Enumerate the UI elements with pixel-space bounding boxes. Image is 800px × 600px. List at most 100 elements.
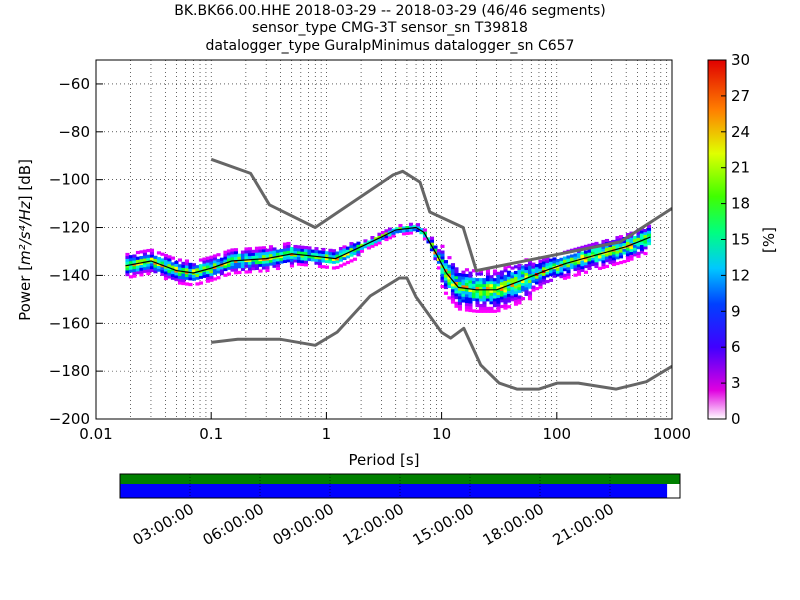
psd-cell: [513, 302, 519, 306]
psd-cell: [387, 233, 393, 237]
psd-cell: [464, 294, 470, 298]
psd-cell: [279, 260, 284, 264]
psd-cell: [356, 253, 361, 257]
psd-cell: [513, 293, 519, 298]
psd-cell: [559, 269, 564, 273]
psd-cell: [254, 263, 260, 268]
psd-cell: [345, 249, 351, 253]
psd-cell: [303, 246, 309, 250]
psd-cell: [216, 267, 221, 271]
psd-cell: [510, 289, 515, 293]
psd-cell: [443, 265, 449, 269]
psd-cell: [601, 239, 606, 244]
colorbar-ticks: 0 3 6 9 12 15 18 21 24 27 30: [721, 51, 750, 428]
psd-cell: [181, 273, 186, 277]
psd-cell: [223, 256, 228, 260]
psd-cell: [492, 278, 498, 282]
psd-cell: [587, 243, 592, 248]
psd-cell: [198, 267, 204, 271]
psd-cell: [352, 243, 358, 247]
psd-cell: [608, 255, 613, 259]
psd-cell: [475, 283, 480, 288]
psd-cell: [450, 288, 456, 293]
psd-cell: [163, 259, 169, 263]
psd-cell: [629, 245, 634, 250]
psd-cell: [573, 273, 578, 277]
psd-cell: [489, 298, 494, 302]
psd-cell: [464, 282, 470, 286]
psd-cell: [517, 295, 522, 299]
psd-cell: [506, 296, 512, 300]
colorbar-tick-label: 18: [731, 195, 750, 213]
psd-cell: [261, 260, 267, 264]
y-tick-label: −120: [49, 219, 90, 237]
psd-cell: [244, 250, 249, 254]
psd-cell: [552, 260, 557, 264]
psd-cell: [170, 270, 176, 275]
psd-cell: [517, 275, 522, 279]
colorbar-tick-label: 0: [731, 410, 741, 428]
psd-cell: [461, 270, 466, 274]
psd-cell: [135, 256, 141, 260]
psd-cell: [552, 257, 557, 261]
psd-cell: [503, 294, 508, 299]
psd-cell: [524, 289, 529, 294]
psd-cell: [440, 276, 445, 280]
psd-cell: [457, 307, 463, 311]
psd-cell: [601, 257, 606, 261]
psd-cell: [475, 272, 480, 276]
psd-cell: [219, 257, 225, 261]
psd-cell: [471, 292, 477, 296]
psd-cell: [513, 282, 519, 286]
psd-cell: [555, 259, 561, 263]
psd-cell: [583, 253, 589, 257]
psd-cell: [510, 286, 515, 290]
psd-cell: [531, 276, 536, 281]
psd-cell: [499, 273, 505, 277]
psd-cell: [132, 265, 137, 270]
psd-cell: [184, 282, 190, 286]
psd-cell: [615, 250, 620, 254]
psd-cell: [223, 253, 228, 257]
psd-cell: [258, 252, 263, 256]
psd-cell: [289, 261, 295, 265]
psd-cell: [422, 237, 428, 241]
psd-cell: [265, 263, 270, 267]
psd-cell: [524, 286, 529, 291]
psd-cell: [541, 281, 547, 285]
psd-cell: [447, 279, 452, 283]
psd-cell: [240, 262, 246, 266]
psd-cell: [198, 275, 204, 279]
psd-cell: [261, 266, 267, 270]
psd-cell: [279, 248, 284, 253]
psd-cell: [468, 308, 473, 313]
psd-cell: [345, 246, 351, 250]
psd-cell: [440, 259, 445, 263]
psd-cell: [464, 288, 470, 292]
psd-cell: [496, 309, 501, 313]
psd-cell: [496, 271, 501, 275]
psd-cell: [317, 261, 323, 266]
psd-cell: [156, 259, 162, 264]
psd-cell: [573, 267, 578, 272]
psd-cell: [300, 257, 305, 261]
psd-cell: [450, 274, 456, 278]
psd-cell: [450, 280, 456, 284]
psd-cell: [482, 289, 487, 293]
psd-cell: [408, 231, 414, 235]
psd-cell: [384, 229, 389, 233]
psd-cell: [597, 246, 603, 250]
psd-cell: [646, 233, 652, 237]
psd-cell: [548, 270, 554, 274]
psd-cell: [163, 274, 169, 278]
psd-cell: [545, 259, 550, 264]
psd-cell: [506, 285, 512, 289]
psd-cell: [538, 259, 543, 263]
psd-cell: [534, 278, 540, 282]
psd-cell: [496, 300, 501, 304]
psd-cell: [524, 292, 529, 296]
psd-cell: [503, 289, 508, 293]
psd-cell: [268, 253, 274, 258]
psd-cell: [314, 255, 319, 259]
psd-cell: [622, 248, 627, 252]
